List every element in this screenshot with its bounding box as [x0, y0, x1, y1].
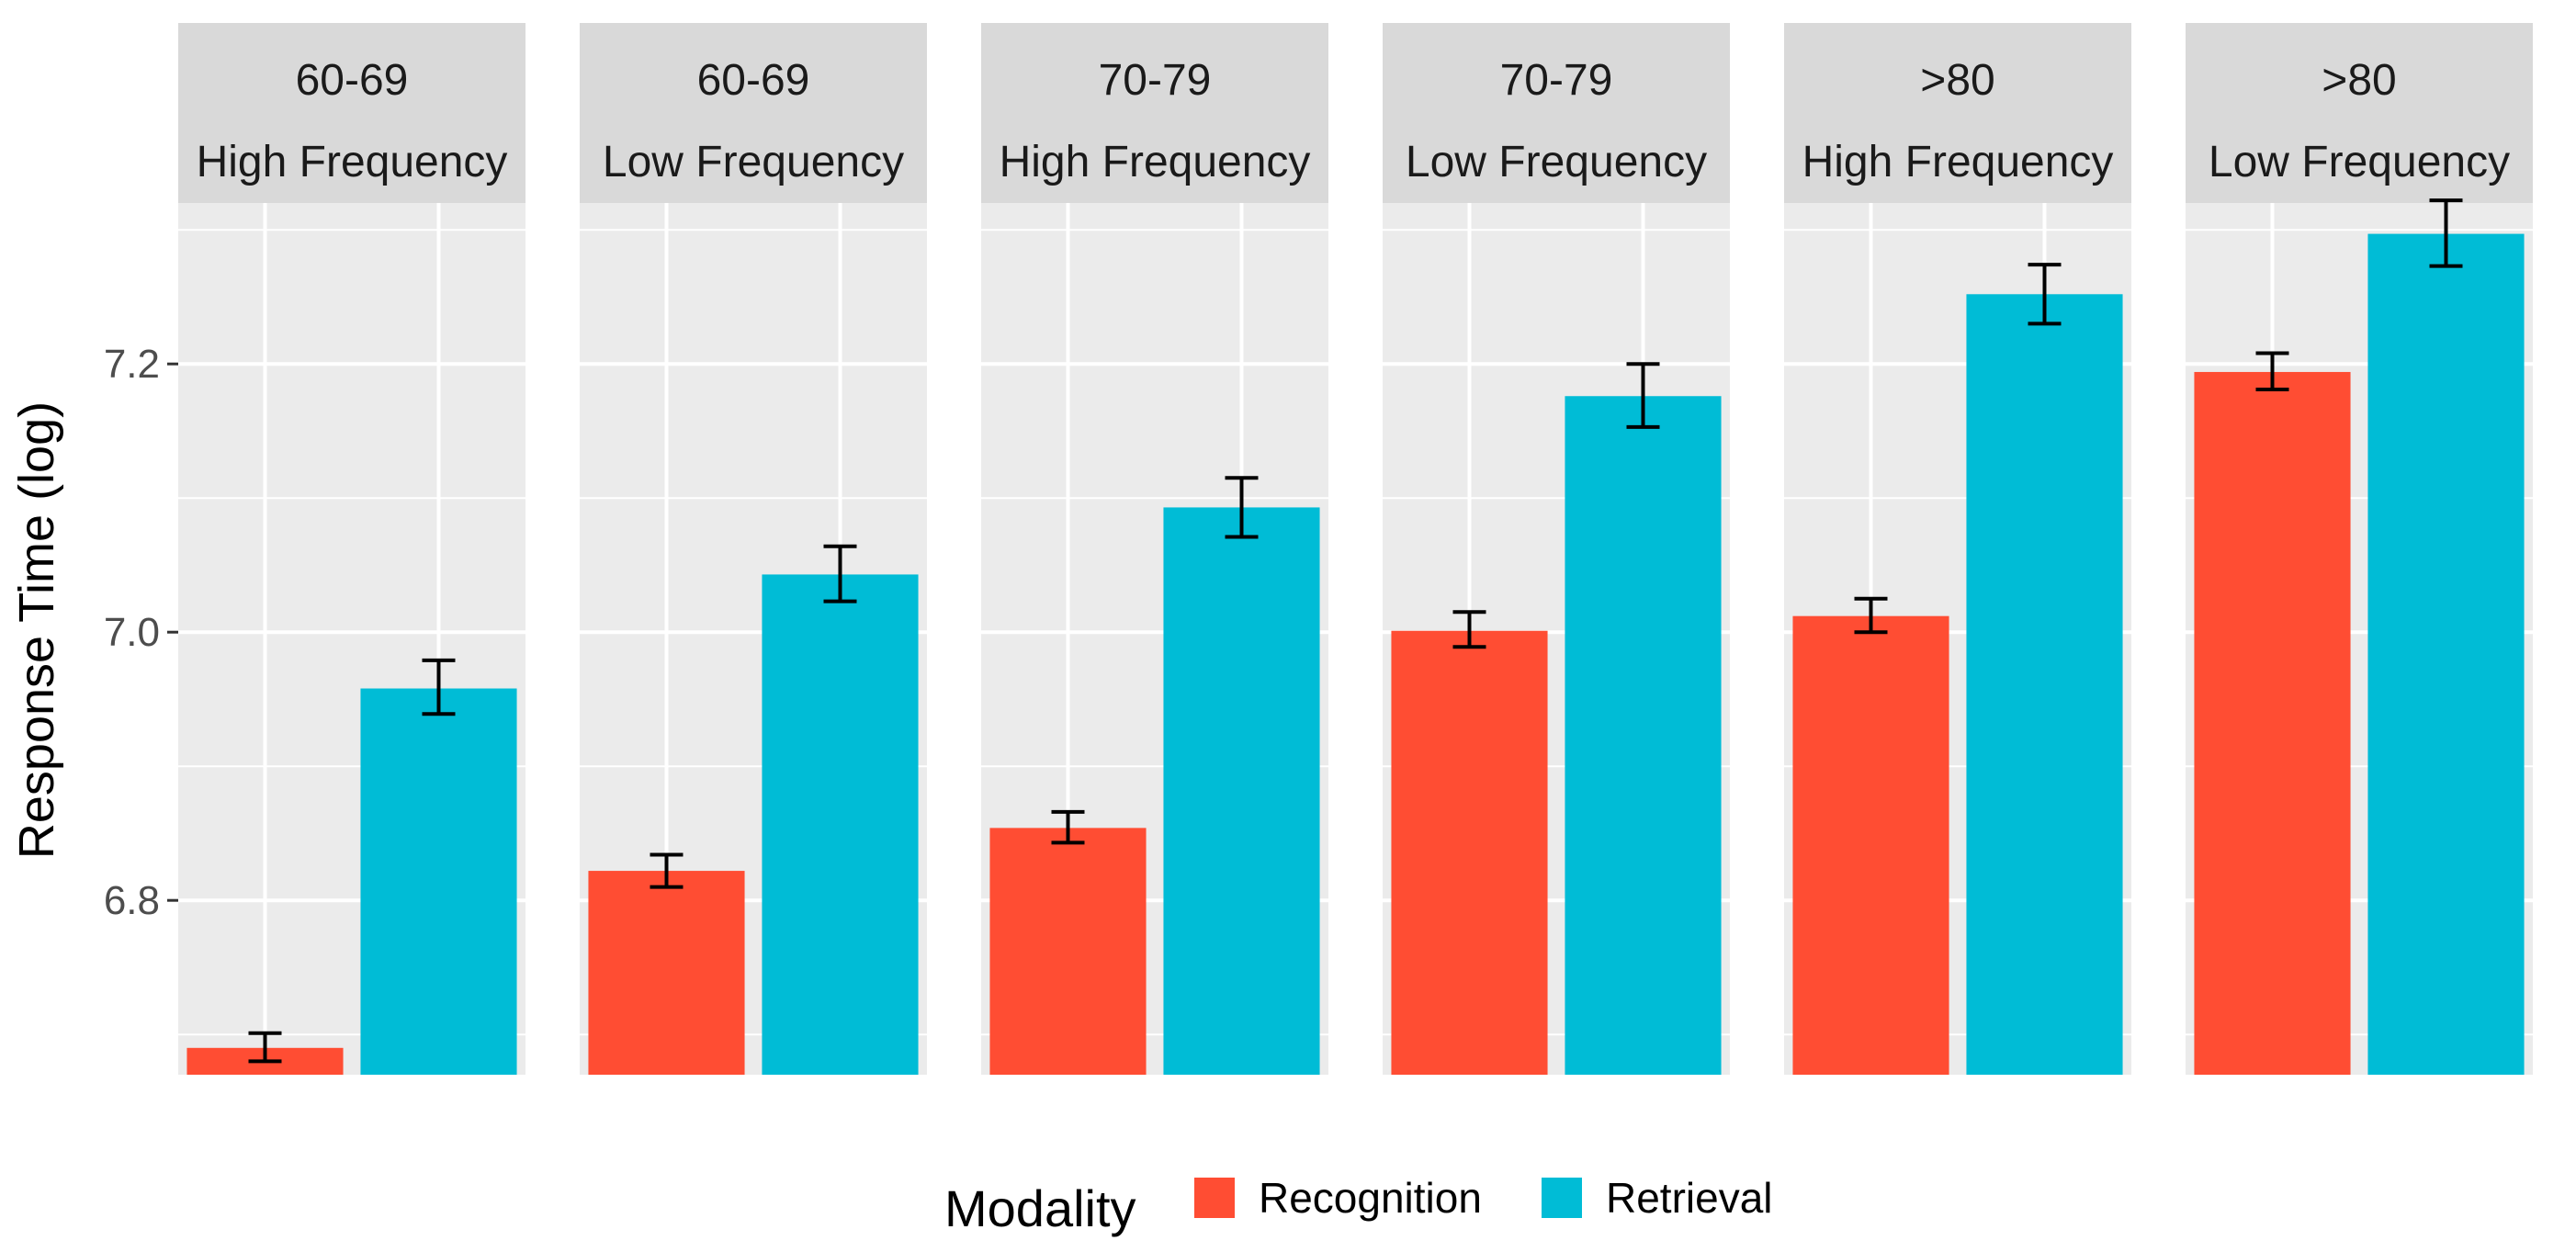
y-tick-label: 7.2	[104, 342, 160, 387]
legend-title: Modality	[944, 1179, 1136, 1237]
bar-retrieval	[1966, 294, 2123, 1075]
y-tick-label: 6.8	[104, 878, 160, 923]
facet-strip	[1784, 23, 2131, 203]
facet-strip-age: 60-69	[296, 56, 409, 105]
bar-retrieval	[762, 574, 919, 1075]
facet-strip-frequency: Low Frequency	[1406, 138, 1707, 186]
legend-entries: Recognition Retrieval	[1194, 1174, 1773, 1222]
legend-swatch-retrieval	[1542, 1178, 1582, 1218]
y-axis: 6.8 7.0 7.2	[104, 342, 178, 923]
legend-label-recognition: Recognition	[1259, 1174, 1482, 1222]
y-axis-title: Response Time (log)	[9, 401, 64, 859]
facet-panel: >80 High Frequency	[1784, 23, 2131, 1075]
facet-strip	[981, 23, 1328, 203]
facet-strip-age: >80	[2322, 56, 2396, 105]
facet-strip-frequency: Low Frequency	[2209, 138, 2510, 186]
facet-panel: 70-79 High Frequency	[981, 23, 1328, 1075]
facet-strip-frequency: High Frequency	[1000, 138, 1311, 186]
legend-label-retrieval: Retrieval	[1606, 1174, 1773, 1222]
bar-recognition	[989, 828, 1147, 1075]
facet-strip-age: 70-79	[1099, 56, 1212, 105]
bar-recognition	[588, 871, 745, 1075]
bar-recognition	[1391, 630, 1548, 1075]
facet-strip	[580, 23, 927, 203]
facet-panel: 60-69 Low Frequency	[580, 23, 927, 1075]
facet-strip	[1383, 23, 1730, 203]
facet-panel: 70-79 Low Frequency	[1383, 23, 1730, 1075]
facet-strip-frequency: High Frequency	[1802, 138, 2114, 186]
facet-panel: 60-69 High Frequency	[178, 23, 525, 1075]
facet-strip-age: 60-69	[697, 56, 810, 105]
y-tick-label: 7.0	[104, 610, 160, 655]
facet-strip-age: 70-79	[1500, 56, 1613, 105]
bar-recognition	[2194, 371, 2351, 1076]
bar-retrieval	[1565, 396, 1722, 1075]
bar-recognition	[1792, 615, 1949, 1075]
facet-strip-frequency: High Frequency	[197, 138, 508, 186]
legend-swatch-recognition	[1194, 1178, 1235, 1218]
bar-retrieval	[1163, 507, 1320, 1075]
facet-strip	[178, 23, 525, 203]
bar-retrieval	[2367, 233, 2525, 1075]
bar-retrieval	[360, 688, 517, 1075]
facet-strip-frequency: Low Frequency	[603, 138, 904, 186]
facet-panel: >80 Low Frequency	[2186, 23, 2533, 1076]
facet-strip	[2186, 23, 2533, 203]
legend: Modality Recognition Retrieval	[944, 1174, 1773, 1237]
facet-strip-age: >80	[1920, 56, 1994, 105]
